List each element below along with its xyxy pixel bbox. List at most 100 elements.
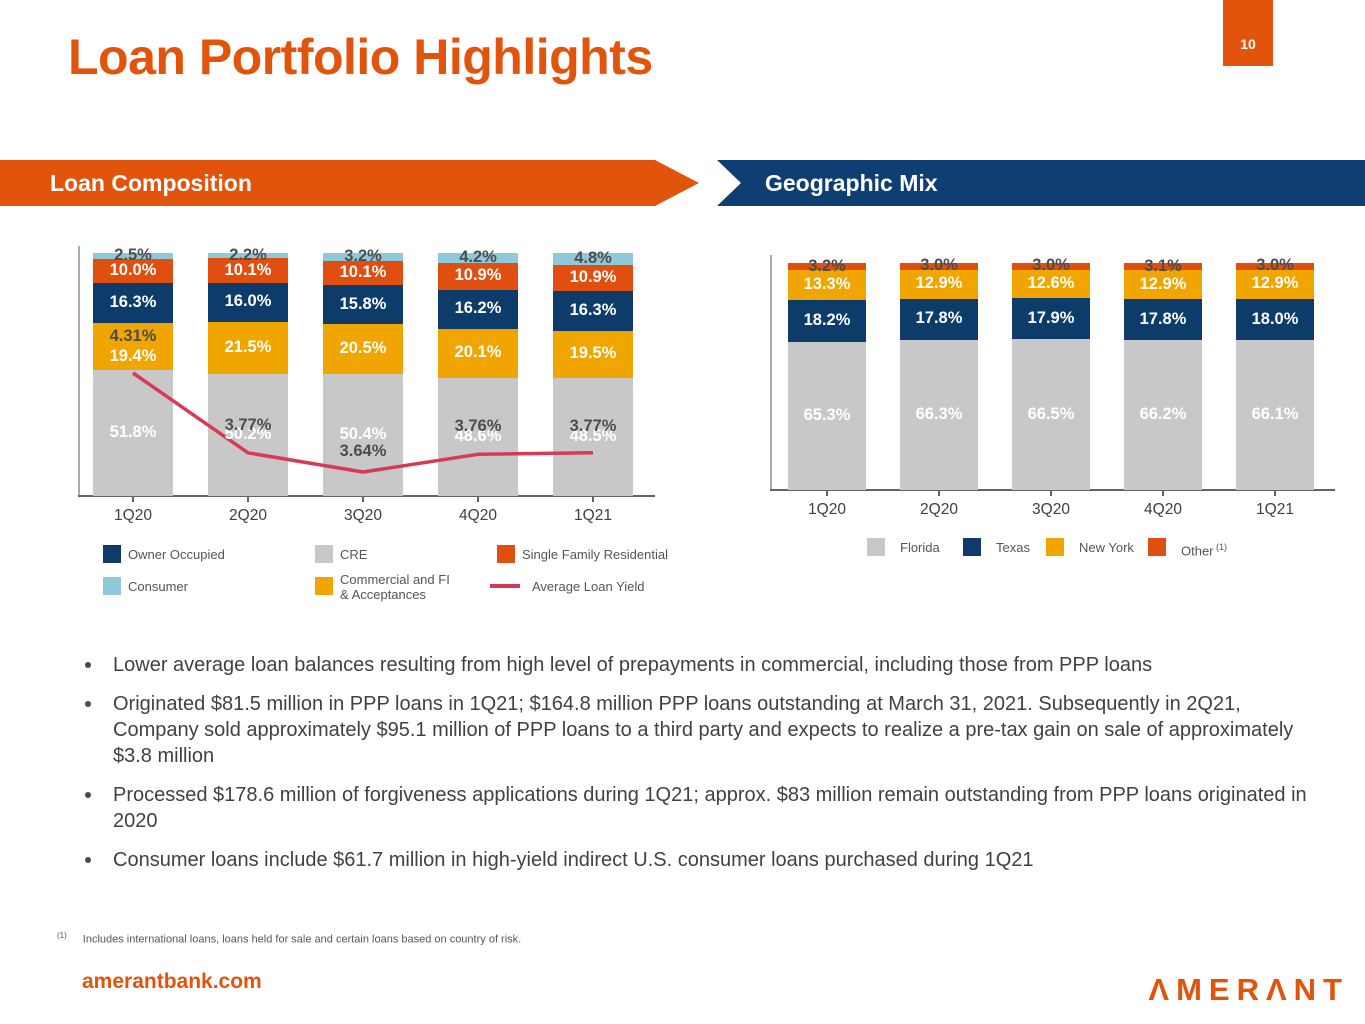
x-axis-line [770, 489, 1335, 491]
bar-value-label: 16.3% [109, 293, 157, 312]
bar-value-label: 4.8% [574, 248, 612, 267]
bar-segment-commercial-and-fi-acceptances [438, 329, 518, 378]
bar-segment-other [1124, 263, 1202, 271]
bar-value-label: 18.2% [803, 311, 851, 330]
bar-segment-consumer [93, 253, 173, 260]
yield-value-label: 3.77% [569, 416, 617, 435]
bar-segment-commercial-and-fi-acceptances [208, 321, 288, 375]
bar-value-label: 2.5% [114, 246, 152, 265]
banner-loan-composition-label: Loan Composition [50, 169, 252, 196]
bar-segment-texas [900, 299, 978, 340]
bar-segment-commercial-and-fi-acceptances [553, 330, 633, 379]
bar-segment-cre [323, 373, 403, 496]
legend-swatch-texas [963, 538, 981, 556]
bar-value-label: 3.2% [808, 256, 846, 275]
bar-value-label: 16.2% [454, 299, 502, 318]
bar-value-label: 17.9% [1027, 308, 1075, 327]
bar-value-label: 3.2% [344, 246, 382, 265]
legend-swatch-single-family-residential [497, 545, 515, 563]
bar-value-label: 3.0% [1256, 256, 1294, 275]
bar-value-label: 17.8% [915, 309, 963, 328]
bar-value-label: 50.2% [224, 425, 272, 443]
bar-segment-florida [788, 341, 866, 490]
bar-value-label: 18.0% [1251, 309, 1299, 328]
footnote-marker: (1) [57, 931, 67, 940]
bar-value-label: 12.9% [1139, 274, 1187, 293]
average-loan-yield-polyline [132, 371, 594, 474]
bar-value-label: 20.1% [454, 343, 502, 362]
x-axis-label: 4Q20 [459, 507, 497, 524]
bullet-item: Originated $81.5 million in PPP loans in… [75, 691, 1310, 769]
bar-segment-florida [1012, 339, 1090, 490]
bar-segment-new-york [788, 270, 866, 301]
legend-label-single-family-residential: Single Family Residential [522, 547, 668, 562]
x-axis-label: 3Q20 [344, 507, 382, 524]
bar-value-label: 66.5% [1027, 404, 1075, 423]
bar-value-label: 20.5% [339, 338, 387, 357]
yield-value-label: 3.77% [224, 415, 272, 434]
bar-value-label: 19.5% [569, 344, 617, 363]
bar-segment-new-york [900, 269, 978, 300]
bar-segment-single-family-residential [553, 264, 633, 292]
bar-segment-florida [900, 339, 978, 490]
legend-label-texas: Texas [996, 540, 1030, 555]
x-axis-label: 1Q21 [1256, 501, 1294, 518]
footnote-text: Includes international loans, loans held… [82, 933, 522, 946]
legend-label-commercial-and-fi-acceptances: Commercial and FI & Acceptances [340, 572, 450, 602]
geographic-mix-legend: Florida Texas New York Other (1) [857, 538, 1357, 564]
legend-swatch-cre [315, 545, 333, 563]
bar-segment-new-york [1012, 269, 1090, 299]
legend-footnote-marker: (1) [1213, 542, 1228, 552]
x-axis-tick [1162, 490, 1164, 496]
loan-composition-chart: 1Q20 2Q20 3Q20 4Q20 1Q21 51.8% 19.4% 16.3% 10.0%… [78, 246, 655, 524]
x-axis-label: 1Q20 [114, 507, 152, 524]
bullet-item: Processed $178.6 million of forgiveness … [75, 782, 1310, 834]
banner-geographic-mix: Geographic Mix [717, 160, 1365, 206]
bar-value-label: 10.1% [224, 260, 272, 279]
bar-segment-cre [553, 378, 633, 496]
bar-segment-other [1236, 263, 1314, 270]
x-axis-tick [477, 496, 479, 502]
highlight-bullets: Lower average loan balances resulting fr… [75, 652, 1310, 886]
bar-segment-consumer [553, 253, 633, 265]
legend-swatch-new-york [1046, 538, 1064, 556]
legend-label-owner-occupied: Owner Occupied [128, 547, 225, 562]
x-axis-label: 1Q21 [574, 507, 612, 524]
y-axis-line [78, 246, 80, 496]
bar-value-label: 3.0% [920, 256, 958, 275]
bar-segment-owner-occupied [323, 285, 403, 324]
bar-segment-consumer [208, 253, 288, 259]
bar-value-label: 13.3% [803, 275, 851, 294]
x-axis-tick [362, 496, 364, 502]
average-loan-yield-line [132, 371, 594, 474]
website-link[interactable]: amerantbank.com [82, 970, 262, 993]
bar-value-label: 3.1% [1144, 256, 1182, 275]
x-axis-tick [592, 496, 594, 502]
bar-segment-owner-occupied [208, 282, 288, 322]
page-title: Loan Portfolio Highlights [68, 29, 653, 85]
legend-label-average-loan-yield: Average Loan Yield [532, 579, 645, 594]
bar-segment-other [788, 263, 866, 271]
bar-value-label: 10.9% [569, 267, 617, 286]
bar-value-label: 12.6% [1027, 274, 1075, 293]
x-axis-label: 2Q20 [229, 507, 267, 524]
bar-segment-commercial-and-fi-acceptances [93, 323, 173, 371]
bar-segment-cre [438, 377, 518, 496]
bar-value-label: 65.3% [803, 405, 851, 424]
bar-value-label: 48.5% [569, 427, 617, 446]
x-axis-label: 2Q20 [920, 501, 958, 518]
bar-value-label: 15.8% [339, 294, 387, 313]
bar-segment-single-family-residential [93, 259, 173, 284]
yield-value-label: 3.76% [454, 417, 502, 436]
legend-swatch-owner-occupied [103, 545, 121, 563]
bar-value-label: 4.2% [459, 248, 497, 267]
bar-segment-new-york [1236, 269, 1314, 300]
bar-segment-single-family-residential [438, 263, 518, 290]
bar-value-label: 16.0% [224, 292, 272, 311]
bullet-item: Consumer loans include $61.7 million in … [75, 847, 1310, 873]
amerant-logo: ΛMERΛNT [1148, 972, 1349, 1007]
legend-label-other: Other (1) [1181, 542, 1228, 559]
x-axis-label: 3Q20 [1032, 501, 1070, 518]
bar-segment-commercial-and-fi-acceptances [323, 323, 403, 374]
